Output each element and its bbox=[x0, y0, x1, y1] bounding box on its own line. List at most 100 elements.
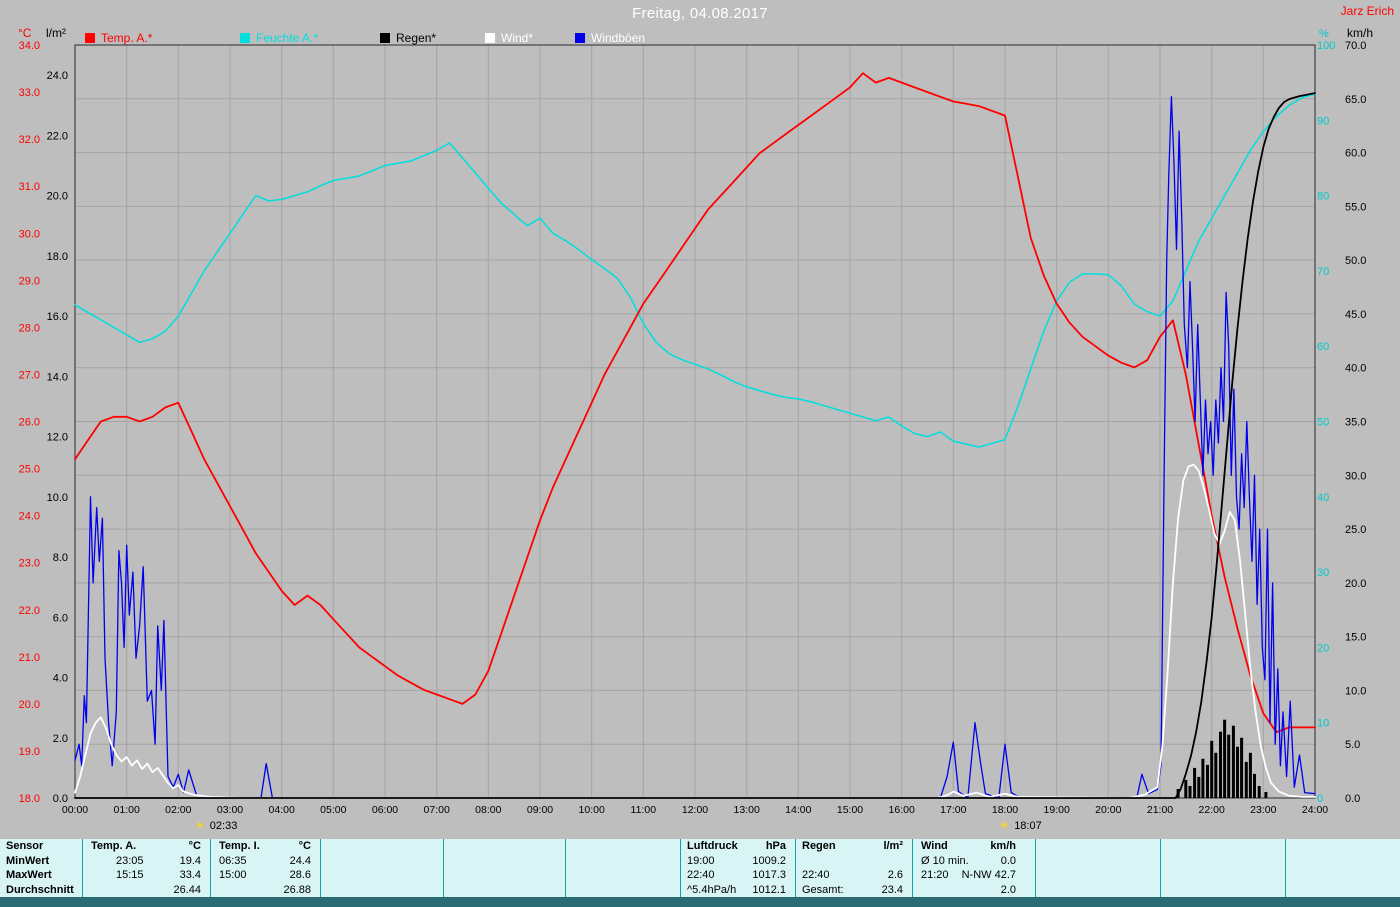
tick-label: 10 bbox=[1317, 718, 1329, 730]
time-tick-label: 02:00 bbox=[165, 804, 191, 816]
tick-label: 20.0 bbox=[1345, 578, 1366, 590]
tick-label: 24.0 bbox=[19, 511, 40, 523]
tick-label: 8.0 bbox=[53, 552, 68, 564]
time-tick-label: 24:00 bbox=[1302, 804, 1328, 816]
cell-value: 0.0 bbox=[1000, 854, 1016, 867]
summary-column-empty-9 bbox=[1035, 839, 1161, 897]
tick-label: 19.0 bbox=[19, 746, 40, 758]
summary-column-empty-5 bbox=[565, 839, 681, 897]
row-label: Sensor bbox=[6, 840, 44, 852]
cell-value: 24.4 bbox=[289, 854, 311, 867]
summary-table: Sensor MinWert MaxWert Durchschnitt Temp. A.… bbox=[0, 839, 1400, 897]
time-tick-label: 21:00 bbox=[1147, 804, 1173, 816]
summary-column-temp-a: Temp. A. °C 23:05 19.4 15:15 33.4 26.44 bbox=[82, 839, 211, 897]
legend-swatch-icon bbox=[575, 33, 585, 43]
tick-label: 24.0 bbox=[47, 70, 68, 82]
column-unit: l/m² bbox=[883, 840, 903, 852]
cell-value: 26.88 bbox=[283, 883, 311, 896]
tick-label: 31.0 bbox=[19, 181, 40, 193]
tick-label: 28.0 bbox=[19, 322, 40, 334]
tick-label: 0.0 bbox=[1345, 793, 1360, 805]
tick-label: 35.0 bbox=[1345, 417, 1366, 429]
legend-item-4: Wind* bbox=[485, 31, 533, 45]
tick-label: 30 bbox=[1317, 567, 1329, 579]
cell-value: 19.4 bbox=[179, 854, 201, 867]
axis-unit-rain: l/m² bbox=[46, 26, 66, 40]
time-marker: ☀ 02:33 bbox=[195, 820, 237, 832]
tick-label: 34.0 bbox=[19, 40, 40, 52]
cell-label: Ø 10 min. bbox=[921, 854, 969, 867]
rain-bars bbox=[1176, 719, 1268, 799]
summary-column-empty-3 bbox=[320, 839, 444, 897]
tick-label: 0 bbox=[1317, 793, 1323, 805]
time-tick-label: 20:00 bbox=[1095, 804, 1121, 816]
legend-item-1: Temp. A.* bbox=[85, 31, 153, 45]
cell-value: 1009.2 bbox=[752, 854, 786, 867]
legend-swatch-icon bbox=[380, 33, 390, 43]
cell-label: 15:15 bbox=[116, 869, 144, 881]
legend-item-2: Feuchte A.* bbox=[240, 31, 319, 45]
time-tick-label: 10:00 bbox=[579, 804, 605, 816]
tick-label: 90 bbox=[1317, 115, 1329, 127]
tick-label: 10.0 bbox=[47, 492, 68, 504]
cell-value: 1012.1 bbox=[752, 883, 786, 896]
time-tick-label: 05:00 bbox=[320, 804, 346, 816]
tick-label: 70.0 bbox=[1345, 40, 1366, 52]
tick-label: 60 bbox=[1317, 341, 1329, 353]
tick-label: 0.0 bbox=[53, 793, 68, 805]
tick-label: 25.0 bbox=[19, 464, 40, 476]
marker-time-label: 02:33 bbox=[210, 820, 238, 832]
tick-label: 16.0 bbox=[47, 311, 68, 323]
column-unit: km/h bbox=[990, 840, 1016, 852]
tick-label: 5.0 bbox=[1345, 739, 1360, 751]
column-header: Wind bbox=[921, 840, 948, 852]
tick-label: 100 bbox=[1317, 40, 1335, 52]
cell-value: 26.44 bbox=[173, 883, 201, 896]
cell-label: 22:40 bbox=[687, 869, 715, 881]
time-tick-label: 06:00 bbox=[372, 804, 398, 816]
time-tick-label: 18:00 bbox=[992, 804, 1018, 816]
column-unit: hPa bbox=[765, 840, 786, 852]
tick-label: 20 bbox=[1317, 642, 1329, 654]
cell-label: 06:35 bbox=[219, 854, 247, 867]
time-tick-label: 01:00 bbox=[114, 804, 140, 816]
tick-label: 20.0 bbox=[47, 191, 68, 203]
grid bbox=[74, 44, 1316, 799]
column-header: Temp. A. bbox=[91, 840, 137, 852]
series-temp-a bbox=[74, 72, 1316, 733]
cell-value: 33.4 bbox=[179, 869, 201, 881]
tick-label: 33.0 bbox=[19, 87, 40, 99]
tick-label: 2.0 bbox=[53, 733, 68, 745]
axis-humidity-labels: 0 10 20 30 40 50 60 70 80 90 100 bbox=[1317, 40, 1335, 805]
time-tick-label: 13:00 bbox=[734, 804, 760, 816]
tick-label: 60.0 bbox=[1345, 148, 1366, 160]
cell-label: Gesamt: bbox=[802, 883, 844, 896]
time-tick-label: 00:00 bbox=[62, 804, 88, 816]
sun-icon: ☀ bbox=[999, 820, 1009, 832]
tick-label: 26.0 bbox=[19, 417, 40, 429]
legend-label: Temp. A.* bbox=[101, 31, 153, 45]
cell-label: 21:20 bbox=[921, 869, 949, 881]
tick-label: 21.0 bbox=[19, 652, 40, 664]
row-label: MinWert bbox=[6, 854, 50, 867]
legend-label: Feuchte A.* bbox=[256, 31, 319, 45]
legend-swatch-icon bbox=[485, 33, 495, 43]
tick-label: 29.0 bbox=[19, 275, 40, 287]
axis-time-labels: 00:00 01:00 02:00 03:00 04:00 05:00 06:00 07:00… bbox=[62, 804, 1328, 816]
tick-label: 15.0 bbox=[1345, 632, 1366, 644]
tick-label: 65.0 bbox=[1345, 94, 1366, 106]
tick-label: 50.0 bbox=[1345, 255, 1366, 267]
series-regen-summe bbox=[74, 92, 1316, 799]
sun-icon: ☀ bbox=[195, 820, 205, 832]
tick-label: 22.0 bbox=[19, 605, 40, 617]
axis-unit-wind: km/h bbox=[1347, 26, 1374, 40]
summary-column-luftdruck: Luftdruck hPa 19:00 1009.2 22:40 1017.3 ^5.4hP… bbox=[680, 839, 796, 897]
time-tick-label: 07:00 bbox=[424, 804, 450, 816]
tick-label: 18.0 bbox=[19, 793, 40, 805]
axis-unit-humidity: % bbox=[1319, 28, 1329, 40]
legend-label: Windböen bbox=[591, 31, 646, 45]
time-tick-label: 19:00 bbox=[1044, 804, 1070, 816]
column-unit: °C bbox=[298, 840, 311, 852]
time-tick-label: 17:00 bbox=[940, 804, 966, 816]
